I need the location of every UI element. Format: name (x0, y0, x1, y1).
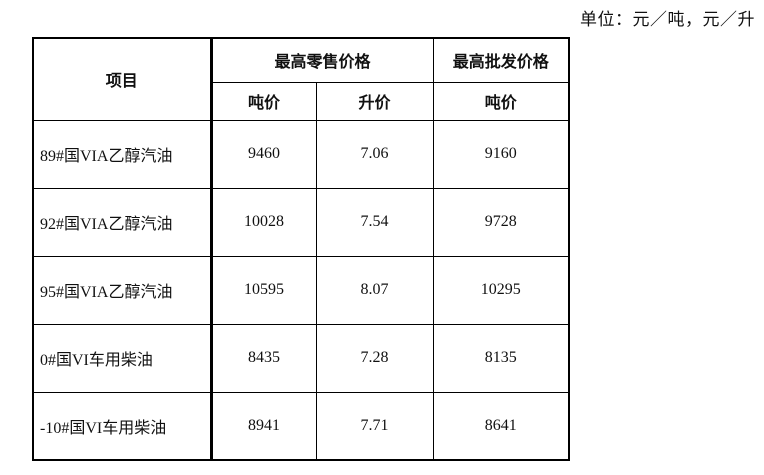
wholesale-ton-cell: 9728 (432, 187, 570, 257)
retail-ton-cell: 8941 (209, 391, 317, 461)
item-cell: 0#国VI车用柴油 (32, 323, 212, 393)
column-group-header-max-wholesale-price: 最高批发价格 (432, 37, 570, 83)
table-row: 95#国VIA乙醇汽油 10595 8.07 10295 (32, 255, 570, 325)
item-cell: -10#国VI车用柴油 (32, 391, 212, 461)
table-row: -10#国VI车用柴油 8941 7.71 8641 (32, 391, 570, 461)
retail-ton-cell: 10595 (209, 255, 317, 325)
retail-ton-cell: 8435 (209, 323, 317, 393)
table-header-group-row: 项目 最高零售价格 最高批发价格 (32, 37, 570, 121)
wholesale-ton-cell: 10295 (432, 255, 570, 325)
retail-liter-cell: 7.71 (315, 391, 434, 461)
wholesale-ton-cell: 8135 (432, 323, 570, 393)
column-header-retail-liter-price: 升价 (315, 81, 434, 121)
retail-liter-cell: 7.28 (315, 323, 434, 393)
retail-liter-cell: 8.07 (315, 255, 434, 325)
table-header-sub-row: 吨价 升价 吨价 (33, 81, 570, 121)
price-table: 项目 最高零售价格 最高批发价格 吨价 升价 吨价 89#国VIA乙醇汽油 94… (32, 37, 571, 461)
column-group-header-max-retail-price: 最高零售价格 (209, 37, 434, 83)
retail-liter-cell: 7.54 (315, 187, 434, 257)
unit-label: 单位：元／吨，元／升 (580, 10, 755, 29)
item-cell: 89#国VIA乙醇汽油 (32, 119, 212, 189)
column-header-wholesale-ton-price: 吨价 (432, 81, 570, 121)
column-header-retail-ton-price: 吨价 (209, 81, 317, 121)
table-row: 92#国VIA乙醇汽油 10028 7.54 9728 (32, 187, 570, 257)
retail-ton-cell: 9460 (209, 119, 317, 189)
wholesale-ton-cell: 9160 (432, 119, 570, 189)
table-row: 89#国VIA乙醇汽油 9460 7.06 9160 (32, 119, 570, 189)
item-cell: 95#国VIA乙醇汽油 (32, 255, 212, 325)
retail-liter-cell: 7.06 (315, 119, 434, 189)
column-header-item: 项目 (32, 37, 212, 121)
retail-ton-cell: 10028 (209, 187, 317, 257)
wholesale-ton-cell: 8641 (432, 391, 570, 461)
table-row: 0#国VI车用柴油 8435 7.28 8135 (32, 323, 570, 393)
item-cell: 92#国VIA乙醇汽油 (32, 187, 212, 257)
